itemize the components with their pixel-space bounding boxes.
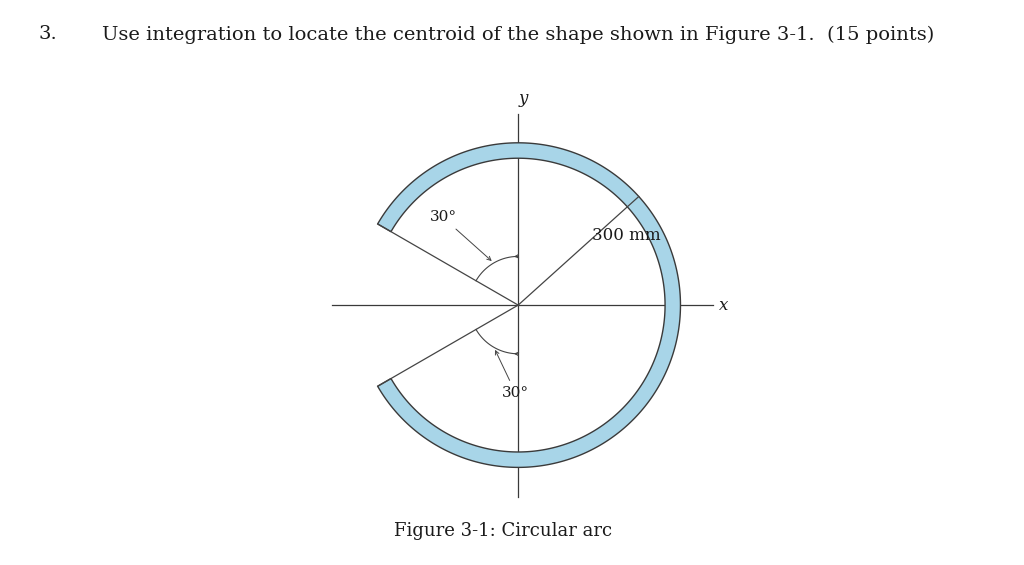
Text: Use integration to locate the centroid of the shape shown in Figure 3-1.  (15 po: Use integration to locate the centroid o… [102, 25, 935, 44]
Text: 3.: 3. [39, 25, 57, 44]
Text: x: x [720, 297, 729, 314]
Text: y: y [518, 90, 527, 107]
Text: 300 mm: 300 mm [592, 227, 660, 244]
Text: 30°: 30° [429, 210, 490, 260]
Polygon shape [378, 143, 681, 467]
Text: 30°: 30° [496, 351, 529, 400]
Text: Figure 3-1: Circular arc: Figure 3-1: Circular arc [394, 521, 612, 540]
